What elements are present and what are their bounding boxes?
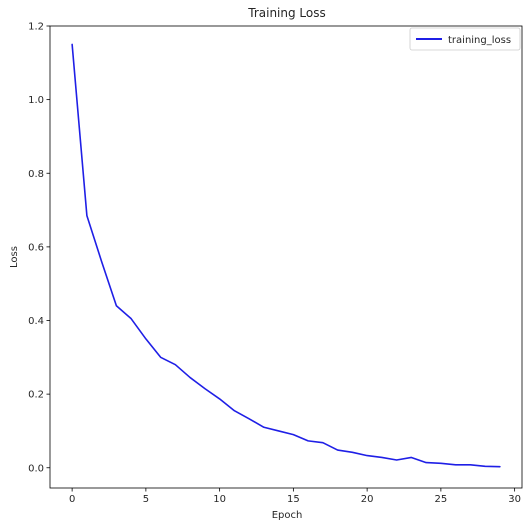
x-tick-label: 25 bbox=[435, 494, 448, 505]
x-tick-label: 5 bbox=[143, 494, 149, 505]
y-tick-label: 0.0 bbox=[28, 463, 44, 474]
y-tick-label: 0.6 bbox=[28, 242, 44, 253]
y-axis-ticks: 0.0 0.2 0.4 0.6 0.8 1.0 1.2 bbox=[28, 22, 50, 474]
x-axis-label: Epoch bbox=[272, 510, 303, 521]
legend-box bbox=[409, 27, 521, 51]
series-layer bbox=[71, 43, 501, 468]
x-tick-label: 10 bbox=[213, 494, 226, 505]
y-tick-label: 0.4 bbox=[28, 316, 44, 327]
y-tick-label: 1.0 bbox=[28, 95, 44, 106]
chart-title: Training Loss bbox=[247, 6, 325, 20]
y-tick-label: 1.2 bbox=[28, 22, 44, 33]
x-tick-label: 0 bbox=[69, 494, 75, 505]
legend-label-training-loss: training_loss bbox=[448, 35, 511, 46]
x-tick-label: 30 bbox=[508, 494, 521, 505]
y-axis-label: Loss bbox=[9, 246, 20, 268]
y-tick-label: 0.2 bbox=[28, 390, 44, 401]
plot-area-frame bbox=[49, 25, 523, 489]
x-tick-label: 20 bbox=[361, 494, 374, 505]
legend: training_loss bbox=[409, 27, 521, 51]
x-axis-ticks: 0 5 10 15 20 25 30 bbox=[69, 488, 521, 505]
x-tick-label: 15 bbox=[287, 494, 300, 505]
y-tick-label: 0.8 bbox=[28, 169, 44, 180]
series-line-training-loss bbox=[71, 43, 501, 468]
